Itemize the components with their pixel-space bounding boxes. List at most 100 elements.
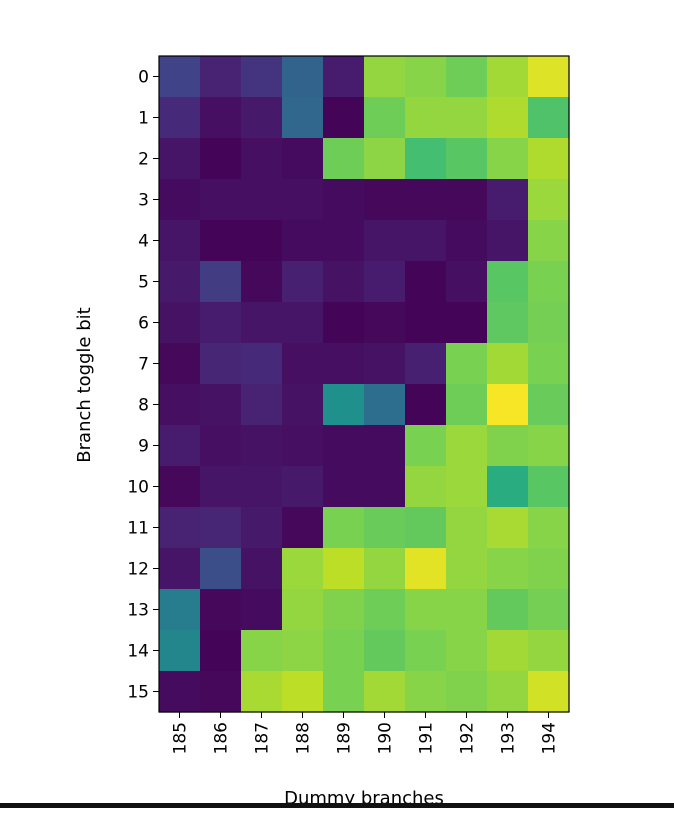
heatmap-cell [405, 425, 447, 467]
heatmap-cell [446, 671, 488, 713]
heatmap-cell [200, 261, 242, 303]
heatmap-cell [487, 179, 529, 221]
heatmap-cell [364, 179, 406, 221]
x-tick-label: 186 [212, 722, 232, 754]
heatmap-cell [446, 466, 488, 508]
heatmap-cell [405, 138, 447, 180]
heatmap-cell [200, 343, 242, 385]
heatmap-cell [364, 466, 406, 508]
heatmap-cell [528, 384, 570, 426]
heatmap-cell [241, 425, 283, 467]
y-axis-label: Branch toggle bit [74, 307, 95, 462]
bottom-border [0, 803, 674, 808]
x-tick-label: 185 [171, 722, 191, 754]
heatmap-cell [446, 97, 488, 139]
heatmap-cell [487, 220, 529, 262]
heatmap-cell [282, 261, 324, 303]
heatmap-cell [528, 343, 570, 385]
heatmap-cell [159, 548, 201, 590]
heatmap-cell [405, 220, 447, 262]
heatmap-cell [159, 179, 201, 221]
heatmap-cell [200, 179, 242, 221]
heatmap-cell [282, 56, 324, 98]
heatmap-cell [364, 97, 406, 139]
heatmap-cell [487, 630, 529, 672]
heatmap-cell [405, 589, 447, 631]
heatmap-cell [405, 507, 447, 549]
heatmap-cell [364, 507, 406, 549]
y-tick-label: 3 [138, 191, 149, 211]
heatmap-cell [487, 671, 529, 713]
heatmap-cell [528, 261, 570, 303]
heatmap-cell [446, 179, 488, 221]
heatmap-cell [323, 671, 365, 713]
x-tick-label: 194 [540, 722, 560, 754]
y-tick-label: 11 [127, 519, 149, 539]
heatmap-cell [364, 589, 406, 631]
y-tick-label: 15 [127, 683, 149, 703]
x-tick-label: 189 [335, 722, 355, 754]
heatmap-cell [364, 671, 406, 713]
heatmap-cell [241, 179, 283, 221]
x-tick-label: 190 [376, 722, 396, 754]
heatmap-cell [323, 343, 365, 385]
heatmap-cell [323, 179, 365, 221]
heatmap-cell [405, 466, 447, 508]
heatmap-cell [200, 302, 242, 344]
heatmap-cell [323, 384, 365, 426]
plot-frame [158, 55, 570, 713]
y-tick-label: 1 [138, 109, 149, 129]
heatmap-cell [364, 630, 406, 672]
heatmap-cell [364, 548, 406, 590]
heatmap-cell [323, 261, 365, 303]
heatmap-cell [528, 466, 570, 508]
heatmap-cell [241, 671, 283, 713]
heatmap-cell [241, 507, 283, 549]
heatmap-cell [405, 630, 447, 672]
heatmap-cell [241, 138, 283, 180]
heatmap-cell [282, 179, 324, 221]
heatmap-cell [487, 343, 529, 385]
x-tick-label: 187 [253, 722, 273, 754]
heatmap-cell [528, 179, 570, 221]
y-tick-label: 13 [127, 601, 149, 621]
heatmap-cell [364, 302, 406, 344]
heatmap-cell [323, 507, 365, 549]
heatmap-cell [200, 220, 242, 262]
heatmap-cell [323, 548, 365, 590]
heatmap-cell [200, 97, 242, 139]
heatmap-cell [405, 179, 447, 221]
heatmap-cell [159, 56, 201, 98]
heatmap-cell [446, 138, 488, 180]
heatmap-cell [405, 343, 447, 385]
heatmap-cell [528, 138, 570, 180]
heatmap-cell [282, 425, 324, 467]
heatmap-cell [528, 507, 570, 549]
y-tick-label: 9 [138, 437, 149, 457]
heatmap-cell [241, 302, 283, 344]
y-tick-label: 8 [138, 396, 149, 416]
heatmap-cell [364, 138, 406, 180]
heatmap-cell [405, 97, 447, 139]
heatmap-cell [159, 630, 201, 672]
heatmap-cell [282, 589, 324, 631]
heatmap-cell [405, 548, 447, 590]
y-tick-label: 7 [138, 355, 149, 375]
y-tick-label: 12 [127, 560, 149, 580]
heatmap-cell [282, 343, 324, 385]
x-axis-ticks: 185 186 187 188 189 190 191 192 193 194 [171, 712, 560, 754]
heatmap-cell [446, 589, 488, 631]
heatmap-cell [282, 220, 324, 262]
heatmap-cell [487, 548, 529, 590]
heatmap-cell [528, 302, 570, 344]
heatmap-cell [159, 671, 201, 713]
heatmap-cell [159, 507, 201, 549]
heatmap-cell [159, 466, 201, 508]
heatmap-cell [446, 548, 488, 590]
heatmap-cell [241, 220, 283, 262]
heatmap-cell [528, 220, 570, 262]
heatmap-cell [528, 548, 570, 590]
